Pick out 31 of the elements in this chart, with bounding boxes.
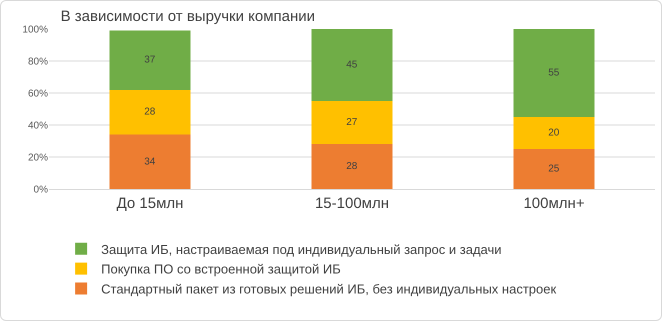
- bar: [312, 101, 392, 144]
- x-tick-label: 100млн+: [523, 195, 585, 212]
- y-tick-label: 40%: [28, 120, 48, 132]
- y-tick-label: 60%: [28, 88, 48, 100]
- legend-label: Покупка ПО со встроенной защитой ИБ: [101, 262, 341, 277]
- chart-title: В зависимости от выручки компании: [60, 8, 316, 26]
- data-label: 28: [144, 106, 156, 118]
- bar: [110, 134, 190, 189]
- data-label: 55: [548, 68, 560, 78]
- bar: [514, 117, 594, 149]
- data-label: 28: [346, 161, 358, 172]
- bar: [110, 30, 190, 90]
- y-tick-label: 20%: [28, 152, 48, 164]
- bar: [312, 29, 392, 101]
- data-label: 34: [144, 156, 156, 168]
- bar: [514, 29, 594, 117]
- data-label: 20: [548, 128, 560, 138]
- y-tick-label: 100%: [22, 24, 48, 36]
- y-tick-label: 0%: [34, 184, 48, 196]
- data-label: 45: [346, 60, 358, 70]
- x-tick-label: 15-100млн: [314, 195, 390, 212]
- data-label: 27: [346, 117, 358, 128]
- legend-label: Защита ИБ, настраиваемая под индивидуальный запрос и задачи: [101, 242, 502, 257]
- bar: [312, 144, 392, 189]
- legend-label: Стандартный пакет из готовых решений ИБ, без индивидуальных настроек: [101, 282, 556, 297]
- data-label: 37: [144, 54, 156, 66]
- bar: [514, 149, 594, 189]
- bar: [110, 90, 190, 135]
- data-label: 25: [548, 164, 560, 174]
- y-tick-label: 80%: [28, 56, 48, 68]
- x-tick-label: До 15млн: [116, 195, 184, 212]
